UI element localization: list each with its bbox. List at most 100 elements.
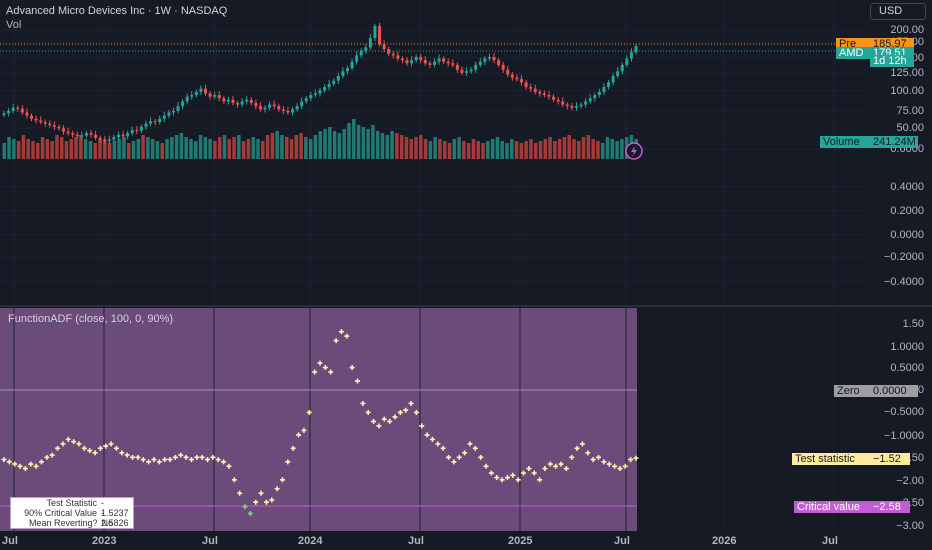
adf-point bbox=[97, 445, 103, 451]
candle-body bbox=[71, 133, 75, 135]
adf-point bbox=[521, 470, 527, 476]
volume-bar bbox=[198, 135, 203, 159]
candle-body bbox=[515, 77, 519, 80]
adf-point bbox=[574, 445, 580, 451]
candle-body bbox=[584, 101, 588, 105]
volume-bar bbox=[342, 129, 346, 159]
candle-body bbox=[611, 76, 615, 83]
volume-legend-label[interactable]: Vol bbox=[6, 19, 22, 31]
candle-body bbox=[245, 99, 249, 102]
volume-bar bbox=[433, 137, 437, 159]
volume-bar bbox=[438, 139, 442, 159]
volume-bar bbox=[117, 139, 121, 159]
candle-body bbox=[295, 106, 299, 110]
volume-bar bbox=[289, 139, 294, 159]
adf-point bbox=[108, 441, 114, 447]
symbol-title[interactable]: Advanced Micro Devices Inc · 1W · NASDAQ bbox=[6, 5, 228, 17]
adf-point bbox=[280, 477, 286, 483]
adf-point bbox=[205, 457, 211, 463]
candle-body bbox=[190, 95, 194, 97]
table-cell-label: 90% Critical Value bbox=[24, 508, 97, 518]
adf-point bbox=[1, 457, 7, 463]
critical-value-tag-value: −2.58 bbox=[870, 501, 910, 513]
time-axis-label: Jul bbox=[408, 535, 424, 547]
adf-point bbox=[435, 441, 441, 447]
indicator-axis-label: −2.00 bbox=[896, 475, 924, 487]
candle-body bbox=[98, 137, 102, 140]
volume-bar bbox=[543, 139, 548, 159]
candle-body bbox=[48, 123, 52, 126]
adf-point bbox=[531, 470, 537, 476]
adf-point bbox=[124, 452, 130, 458]
volume-bar bbox=[64, 141, 69, 159]
candle-body bbox=[84, 133, 88, 136]
volume-bar bbox=[562, 137, 567, 159]
indicator-axis-label: −0.5000 bbox=[883, 406, 924, 418]
adf-point bbox=[601, 459, 607, 465]
volume-bar bbox=[40, 137, 45, 159]
candle-body bbox=[597, 91, 601, 96]
adf-point bbox=[113, 445, 119, 451]
adf-point bbox=[312, 369, 318, 375]
candle-body bbox=[20, 108, 24, 113]
adf-point bbox=[462, 450, 468, 456]
indicator-title[interactable]: FunctionADF (close, 100, 0, 90%) bbox=[8, 313, 174, 325]
volume-bar bbox=[337, 133, 342, 159]
volume-bar bbox=[399, 135, 404, 159]
candle-body bbox=[236, 102, 240, 105]
adf-point bbox=[151, 457, 157, 463]
candle-body bbox=[345, 68, 349, 72]
candle-body bbox=[126, 133, 130, 137]
candle-body bbox=[29, 115, 33, 119]
volume-bar bbox=[557, 139, 562, 159]
volume-bar bbox=[131, 141, 136, 159]
candle-body bbox=[149, 121, 153, 124]
adf-point bbox=[6, 459, 12, 465]
adf-point bbox=[22, 466, 28, 472]
adf-point bbox=[472, 445, 478, 451]
candle-body bbox=[153, 121, 157, 123]
candle-body bbox=[529, 87, 533, 89]
adf-point bbox=[194, 454, 200, 460]
amd-tag-label: AMD bbox=[836, 47, 870, 59]
volume-bar bbox=[304, 137, 308, 159]
volume-bar bbox=[93, 143, 97, 159]
indicator-axis-label: 0.5000 bbox=[890, 362, 924, 374]
time-axis-label: 2024 bbox=[298, 535, 323, 547]
volume-bar bbox=[347, 123, 351, 159]
candle-body bbox=[607, 82, 611, 88]
adf-point bbox=[333, 338, 339, 344]
table-row: Test Statistic - 1.5237 bbox=[11, 498, 133, 518]
candle-body bbox=[497, 60, 501, 65]
candle-body bbox=[277, 106, 281, 110]
volume-bar bbox=[529, 139, 533, 159]
candle-body bbox=[410, 60, 414, 64]
volume-bar bbox=[88, 141, 93, 159]
volume-tag-value: 241.24M bbox=[870, 136, 918, 148]
price-axis-label: 0.2000 bbox=[890, 205, 924, 217]
candle-body bbox=[66, 131, 70, 134]
price-axis-label: −0.4000 bbox=[883, 276, 924, 288]
candle-body bbox=[16, 107, 20, 109]
volume-bar bbox=[246, 139, 251, 159]
currency-button[interactable]: USD bbox=[870, 3, 926, 20]
adf-point bbox=[344, 333, 350, 339]
volume-bar bbox=[481, 143, 485, 159]
candle-body bbox=[208, 93, 212, 97]
candle-body bbox=[75, 134, 79, 137]
candle-body bbox=[474, 64, 478, 70]
candle-body bbox=[11, 107, 15, 111]
adf-point bbox=[360, 400, 366, 406]
adf-point bbox=[526, 466, 532, 472]
volume-bar bbox=[423, 139, 428, 159]
candle-body bbox=[309, 95, 313, 99]
candle-body bbox=[158, 118, 162, 123]
volume-tag-label: Volume bbox=[820, 136, 870, 148]
price-axis-label: 200.00 bbox=[890, 24, 924, 36]
candle-body bbox=[547, 95, 551, 97]
volume-bar bbox=[280, 135, 284, 159]
volume-bar bbox=[591, 139, 595, 159]
volume-bar bbox=[323, 129, 327, 159]
